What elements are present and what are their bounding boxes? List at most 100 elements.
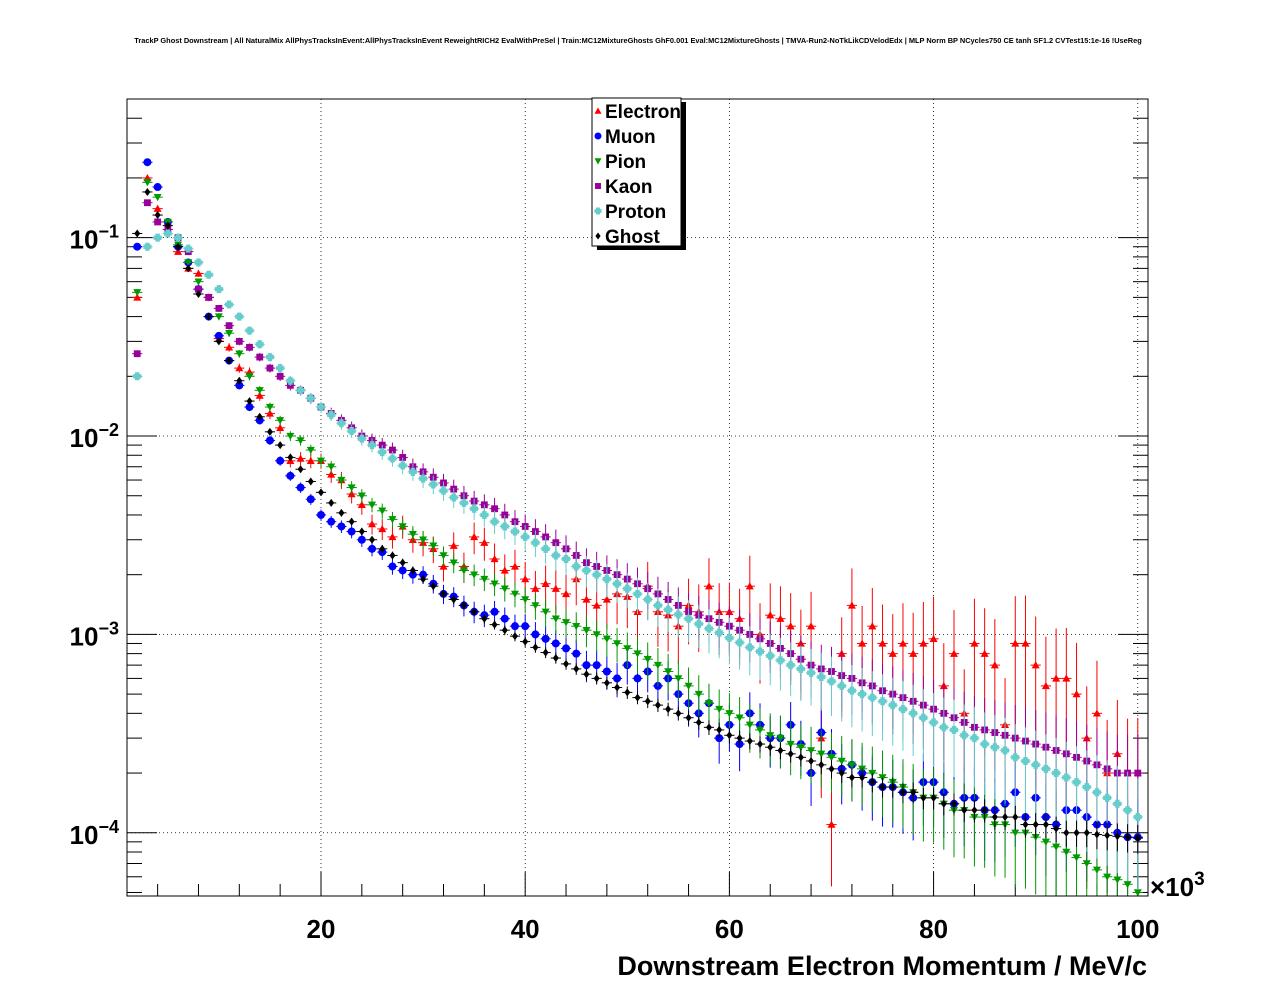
marker-cross [429, 480, 438, 489]
marker-cross [745, 643, 754, 652]
y-tick-label: 10−1 [70, 222, 119, 255]
marker-cross [766, 651, 775, 660]
marker-cross [847, 686, 856, 695]
marker-triangle-down [225, 329, 234, 338]
marker-diamond [981, 806, 988, 815]
marker-diamond [828, 764, 835, 773]
marker-triangle-down [796, 743, 805, 752]
marker-triangle-up [296, 454, 305, 462]
marker-cross [950, 725, 959, 734]
marker-triangle-up [858, 639, 867, 647]
marker-cross [235, 312, 244, 321]
marker-triangle-down [449, 559, 458, 567]
marker-triangle-down [337, 476, 346, 485]
marker-cross [174, 233, 183, 242]
marker-cross [276, 364, 285, 373]
marker-cross [572, 562, 581, 571]
marker-circle [153, 183, 162, 192]
marker-triangle-down [480, 575, 489, 584]
marker-cross [1001, 746, 1010, 755]
marker-triangle-down [664, 668, 673, 676]
marker-diamond [583, 670, 590, 679]
marker-diamond [818, 760, 825, 769]
marker-triangle-down [286, 432, 295, 441]
marker-diamond [379, 544, 386, 553]
marker-triangle-down [276, 417, 285, 425]
marker-diamond [920, 793, 927, 802]
marker-triangle-up [980, 649, 989, 657]
marker-diamond [1104, 831, 1111, 840]
marker-triangle-down [378, 507, 387, 515]
marker-cross [990, 743, 999, 752]
marker-diamond [654, 701, 661, 710]
legend-entry-electron: Electron [594, 102, 681, 123]
marker-square [215, 304, 223, 312]
marker-square [491, 505, 498, 513]
marker-cross [1041, 764, 1050, 773]
marker-triangle-down [786, 740, 795, 749]
marker-triangle-up [480, 538, 489, 546]
marker-triangle-up [766, 611, 775, 619]
marker-triangle-up [847, 601, 856, 609]
marker-triangle-up [704, 582, 713, 590]
marker-triangle-down [594, 158, 602, 165]
marker-square [389, 446, 396, 454]
marker-diamond [471, 607, 478, 616]
marker-triangle-down [153, 193, 162, 202]
marker-diamond [307, 477, 314, 486]
marker-triangle-down [541, 608, 550, 616]
marker-diamond [899, 788, 906, 797]
marker-cross [704, 624, 713, 633]
marker-diamond [1063, 828, 1070, 837]
marker-triangle-down [776, 734, 785, 743]
marker-cross [225, 300, 234, 309]
marker-diamond [879, 783, 886, 792]
marker-triangle-down [623, 645, 632, 653]
marker-diamond [951, 799, 958, 808]
marker-cross [1123, 806, 1132, 815]
marker-triangle-down [766, 732, 775, 740]
legend-entry-ghost: Ghost [595, 227, 661, 248]
marker-diamond [317, 488, 324, 497]
marker-cross [214, 285, 223, 294]
marker-triangle-up [1052, 674, 1061, 682]
marker-square [235, 337, 243, 345]
marker-cross [419, 474, 428, 483]
marker-diamond [797, 753, 804, 762]
marker-triangle-down [1082, 860, 1091, 868]
marker-cross [878, 697, 887, 706]
marker-diamond [767, 743, 774, 752]
marker-cross [868, 693, 877, 702]
marker-circle [562, 644, 571, 653]
marker-triangle-up [950, 649, 959, 657]
marker-triangle-up [255, 391, 264, 399]
marker-diamond [328, 498, 335, 507]
marker-triangle-down [562, 619, 571, 627]
x-axis-title: Downstream Electron Momentum / MeV/c [617, 951, 1147, 981]
marker-diamond [991, 813, 998, 822]
marker-triangle-down [551, 615, 560, 623]
marker-diamond [215, 337, 222, 346]
marker-cross [602, 575, 611, 584]
marker-cross [756, 647, 765, 656]
x-tick-label: 20 [307, 914, 336, 944]
marker-triangle-up [470, 532, 479, 541]
marker-diamond [399, 558, 406, 567]
marker-cross [388, 454, 397, 463]
marker-triangle-up [1011, 639, 1020, 647]
marker-diamond [665, 705, 672, 714]
marker-triangle-up [970, 639, 979, 647]
marker-cross [153, 233, 162, 242]
marker-diamond [971, 806, 978, 815]
marker-diamond [460, 601, 467, 610]
marker-circle [276, 456, 285, 465]
marker-triangle-down [214, 313, 223, 321]
marker-circle [602, 667, 611, 676]
marker-triangle-down [613, 640, 622, 648]
marker-diamond [675, 709, 682, 718]
legend-label: Kaon [605, 177, 653, 198]
marker-diamond [226, 356, 233, 365]
marker-cross [898, 705, 907, 714]
marker-circle [357, 535, 366, 544]
